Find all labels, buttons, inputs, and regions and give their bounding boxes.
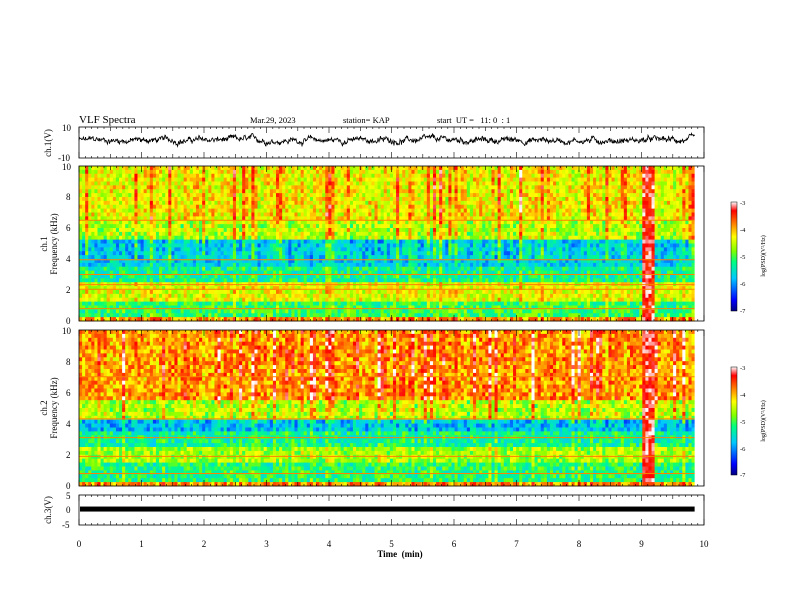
ch1-freq-tick-6: 6 [66, 223, 71, 233]
time-axis-label: Time (min) [377, 549, 422, 559]
ch1-cb-tick-m7: -7 [740, 308, 746, 315]
ch1-colorbar: -3 -4 -5 -6 -7 log(PSD)(V²/Hz) [730, 200, 767, 315]
ch1-cb-tick-m6: -6 [740, 281, 746, 288]
ch3-ytick-mid: 0 [66, 505, 71, 515]
ch3-waveform-panel: 5 0 -5 ch.3(V) [43, 491, 705, 530]
ch2-cb-tick-m4: -4 [740, 392, 746, 399]
time-axis-tick-label: 5 [389, 539, 394, 549]
ch2-freq-tick-4: 4 [66, 419, 71, 429]
ch3-waveform-line [80, 506, 695, 512]
time-axis-tick-label: 9 [639, 539, 644, 549]
ch1-cb-label: log(PSD)(V²/Hz) [760, 235, 767, 276]
ch2-cb-label: log(PSD)(V²/Hz) [760, 400, 767, 441]
time-axis-tick-label: 0 [77, 539, 82, 549]
ch1-freq-tick-8: 8 [66, 192, 71, 202]
time-axis-tick-label: 8 [577, 539, 582, 549]
ch1-freq-tick-10: 10 [62, 162, 72, 172]
ch1-cb-tick-m3: -3 [740, 200, 745, 207]
ch2-freq-tick-0: 0 [66, 481, 71, 491]
time-axis-tick-label: 1 [139, 539, 144, 549]
ch2-cb-tick-m6: -6 [740, 446, 746, 453]
ch1-cb-tick-m4: -4 [740, 227, 746, 234]
ch1-freq-tick-0: 0 [66, 316, 71, 326]
ch1-spec-ylabel-channel: ch.1 [39, 236, 49, 251]
chart-title: VLF Spectra [79, 114, 136, 126]
ch1-cb-tick-m5: -5 [740, 254, 745, 261]
ch1-freq-tick-4: 4 [66, 254, 71, 264]
time-axis-tick-label: 7 [514, 539, 519, 549]
time-axis-tick-label: 4 [327, 539, 332, 549]
ch1-freq-tick-2: 2 [66, 285, 71, 295]
time-axis-ticks [78, 127, 705, 525]
ch1-ylabel: ch.1(V) [43, 129, 53, 157]
time-axis-labels: 0 1 2 3 4 5 6 7 8 9 10 [77, 539, 709, 549]
header-station: station= KAP [343, 115, 390, 125]
ch1-spec-ylabel-frequency: Frequency (kHz) [49, 213, 59, 274]
ch2-spectrogram-image [79, 330, 705, 487]
ch2-spectrogram-panel: 0 2 4 6 8 10 ch.2 Frequency (kHz) [39, 326, 705, 491]
header-start-ut: start UT = 11: 0 : 1 [437, 115, 510, 125]
ch2-freq-tick-2: 2 [66, 450, 71, 460]
time-axis-tick-label: 10 [700, 539, 710, 549]
time-axis-tick-label: 6 [452, 539, 457, 549]
ch1-spectrogram-panel: 0 2 4 6 8 10 ch.1 Frequency (kHz) [39, 162, 705, 326]
ch2-spec-ylabel-frequency: Frequency (kHz) [49, 377, 59, 438]
ch1-spectrogram-image [79, 166, 705, 322]
ch2-spec-ylabel-channel: ch.2 [39, 400, 49, 415]
ch2-freq-tick-8: 8 [66, 357, 71, 367]
ch2-cb-tick-m7: -7 [740, 472, 746, 479]
ch3-ytick-bottom: -5 [62, 520, 70, 530]
ch3-ytick-top: 5 [66, 491, 71, 501]
ch2-cb-tick-m3: -3 [740, 365, 745, 372]
ch3-ylabel: ch.3(V) [43, 496, 53, 524]
ch2-colorbar: -3 -4 -5 -6 -7 log(PSD)(V²/Hz) [730, 365, 767, 479]
ch1-ytick-bottom: -10 [58, 153, 70, 163]
header-date: Mar.29, 2023 [250, 115, 296, 125]
ch2-freq-tick-10: 10 [62, 326, 72, 336]
time-axis-tick-label: 2 [202, 539, 207, 549]
ch2-cb-tick-m5: -5 [740, 419, 745, 426]
time-axis-tick-label: 3 [264, 539, 269, 549]
ch1-waveform-panel: 10 -10 ch.1(V) [43, 123, 705, 163]
ch1-waveform-line [78, 132, 695, 148]
ch2-freq-tick-6: 6 [66, 388, 71, 398]
ch1-ytick-top: 10 [62, 123, 72, 133]
